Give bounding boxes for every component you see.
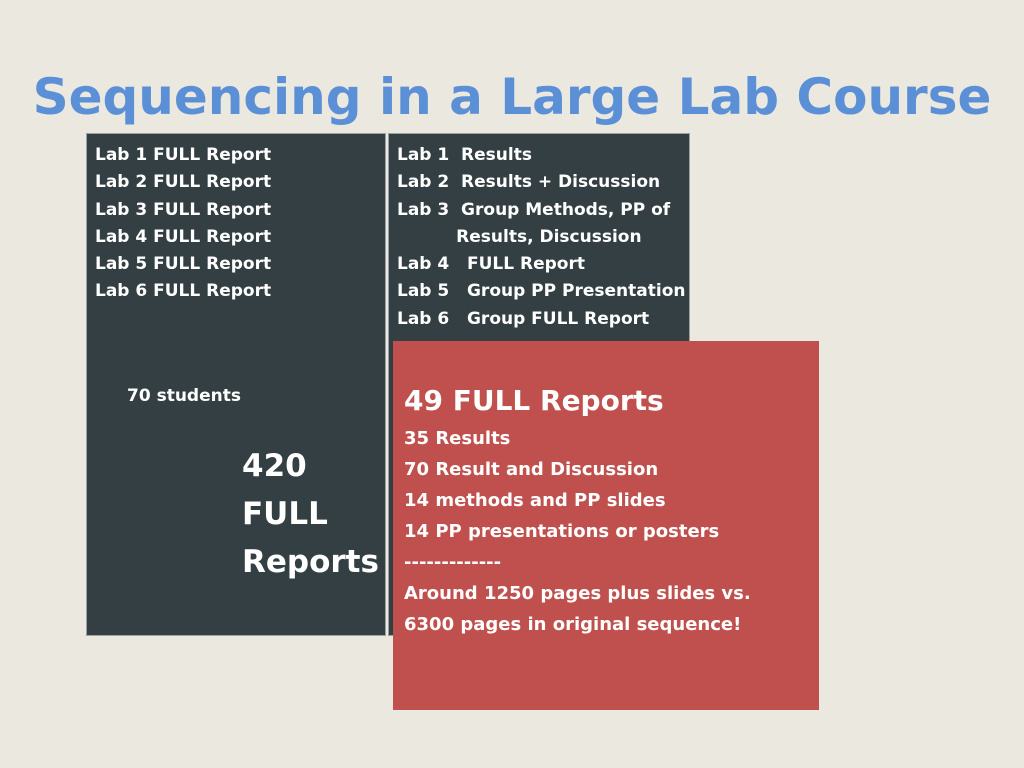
summary-divider: ------------- bbox=[404, 552, 502, 573]
summary-line: 14 PP presentations or posters bbox=[404, 521, 720, 542]
summary-line: 14 methods and PP slides bbox=[404, 490, 666, 511]
total-reports-label: 420 FULL Reports bbox=[242, 442, 379, 586]
original-lab-item: Lab 4 FULL Report bbox=[95, 226, 272, 247]
summary-heading: 49 FULL Reports bbox=[404, 384, 664, 417]
total-reports-line: Reports bbox=[242, 544, 379, 580]
summary-line: 35 Results bbox=[404, 428, 511, 449]
new-lab-item: Lab 4 FULL Report bbox=[397, 254, 585, 275]
original-lab-item: Lab 5 FULL Report bbox=[95, 254, 272, 275]
total-reports-line: 420 bbox=[242, 448, 307, 484]
new-lab-item: Lab 3 Group Methods, PP of bbox=[397, 199, 671, 220]
new-lab-list: Lab 1 Results Lab 2 Results + Discussion… bbox=[397, 142, 685, 333]
original-lab-item: Lab 1 FULL Report bbox=[95, 145, 272, 165]
original-lab-item: Lab 2 FULL Report bbox=[95, 172, 272, 193]
summary-line: Around 1250 pages plus slides vs. bbox=[404, 583, 751, 604]
slide-title: Sequencing in a Large Lab Course bbox=[32, 68, 992, 126]
original-sequence-panel: Lab 1 FULL Report Lab 2 FULL Report Lab … bbox=[86, 133, 386, 636]
original-lab-item: Lab 6 FULL Report bbox=[95, 281, 272, 302]
summary-line: 6300 pages in original sequence! bbox=[404, 614, 742, 635]
new-lab-item: Lab 6 Group FULL Report bbox=[397, 308, 650, 329]
original-lab-item: Lab 3 FULL Report bbox=[95, 199, 272, 220]
summary-line: 70 Result and Discussion bbox=[404, 459, 659, 480]
new-lab-item: Lab 5 Group PP Presentation bbox=[397, 281, 686, 302]
new-lab-item: Lab 1 Results bbox=[397, 145, 532, 165]
original-lab-list: Lab 1 FULL Report Lab 2 FULL Report Lab … bbox=[95, 142, 271, 306]
summary-list: 35 Results 70 Result and Discussion 14 m… bbox=[404, 423, 819, 640]
summary-box: 49 FULL Reports 35 Results 70 Result and… bbox=[393, 341, 819, 710]
total-reports-line: FULL bbox=[242, 496, 328, 532]
students-count-label: 70 students bbox=[127, 386, 241, 406]
new-lab-item: Lab 2 Results + Discussion bbox=[397, 172, 661, 193]
new-lab-item: Results, Discussion bbox=[397, 226, 642, 247]
